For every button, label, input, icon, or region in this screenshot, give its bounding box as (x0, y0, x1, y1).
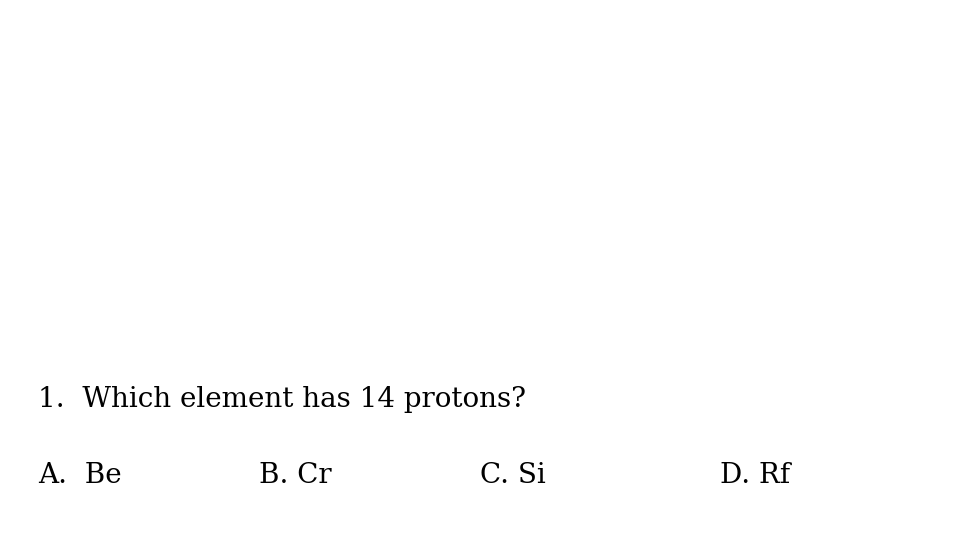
Text: 1.  Which element has 14 protons?: 1. Which element has 14 protons? (38, 386, 526, 413)
Text: B. Cr: B. Cr (259, 462, 332, 489)
Text: A.  Be: A. Be (38, 462, 122, 489)
Text: C. Si: C. Si (480, 462, 545, 489)
Text: D. Rf: D. Rf (720, 462, 790, 489)
